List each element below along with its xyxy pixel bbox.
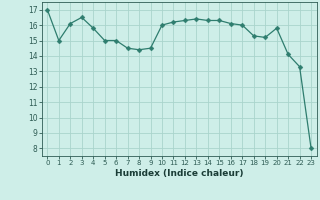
X-axis label: Humidex (Indice chaleur): Humidex (Indice chaleur): [115, 169, 244, 178]
